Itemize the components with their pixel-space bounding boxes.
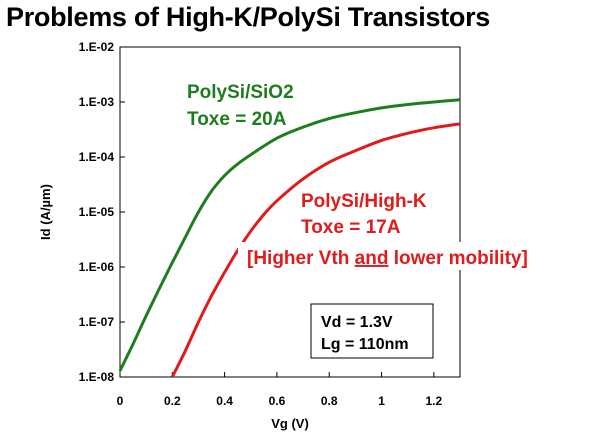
x-tick-label: 0.4: [216, 394, 233, 408]
y-tick-label: 1.E-06: [79, 260, 115, 274]
y-tick-label: 1.E-03: [79, 95, 115, 109]
series-line-1: [170, 122, 461, 378]
annotation-highk-name: PolySi/High-K: [301, 191, 427, 212]
y-axis-ticks: 1.E-08 1.E-07 1.E-06 1.E-05 1.E-04 1.E-03 1.E-…: [79, 40, 125, 384]
series-line-0: [118, 98, 461, 372]
y-tick-label: 1.E-04: [79, 150, 115, 164]
annotation-issue-and: and: [355, 248, 389, 269]
annotation-knockout: [238, 242, 590, 270]
x-tick-label: 0.2: [164, 394, 181, 408]
y-axis-title: Id (A/µm): [38, 184, 53, 240]
annotation-issue-suffix: lower mobility]: [388, 248, 527, 269]
condition-box: [310, 303, 434, 359]
condition-lg: Lg = 110nm: [321, 336, 409, 353]
x-tick-label: 0: [117, 394, 124, 408]
y-tick-label: 1.E-02: [79, 40, 115, 54]
annotation-issue-prefix: [Higher Vth: [247, 248, 355, 269]
x-tick-label: 1: [378, 394, 385, 408]
page-title: Problems of High-K/PolySi Transistors: [6, 2, 490, 32]
annotation-sio2-toxe: Toxe = 20A: [187, 109, 287, 130]
annotation-highk-issue: [Higher Vth and lower mobility]: [247, 248, 528, 269]
x-tick-label: 1.2: [426, 394, 443, 408]
annotation-sio2-name: PolySi/SiO2: [187, 82, 294, 103]
series-group: [118, 98, 461, 378]
x-axis-ticks: 0 0.2 0.4 0.6 0.8 1 1.2: [117, 372, 443, 408]
x-tick-label: 0.8: [321, 394, 338, 408]
y-tick-label: 1.E-05: [79, 205, 115, 219]
annotation-highk-toxe: Toxe = 17A: [301, 217, 401, 238]
x-tick-label: 0.6: [269, 394, 286, 408]
y-tick-label: 1.E-08: [79, 370, 115, 384]
x-axis-title: Vg (V): [271, 416, 309, 431]
y-tick-label: 1.E-07: [79, 315, 115, 329]
condition-vd: Vd = 1.3V: [321, 314, 393, 331]
